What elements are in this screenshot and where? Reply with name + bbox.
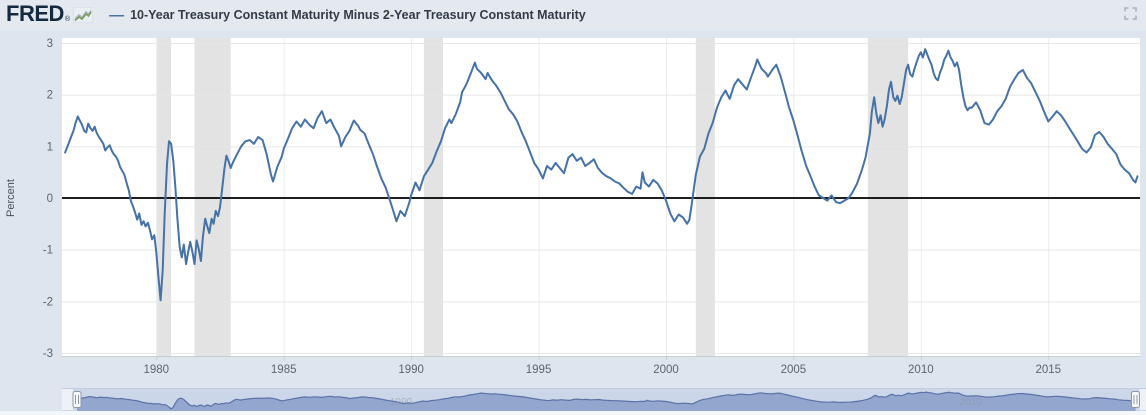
recession-band [194, 38, 231, 356]
x-tick-label: 1995 [526, 364, 552, 376]
fred-logo-text: FRED [6, 0, 64, 26]
y-axis-title: Percent [5, 179, 17, 217]
series-legend-line: — [109, 6, 125, 24]
graph-header: FRED ® — 10-Year Treasury Constant Matur… [0, 0, 1146, 30]
main-chart: 3 2 1 0 -1 -2 -3 1980 1985 1990 1995 2000 2005 2010 20… [5, 38, 1140, 376]
range-navigator: 1990 2010 [62, 388, 1146, 411]
y-tick-label: 1 [47, 141, 53, 153]
recession-band [156, 38, 172, 356]
y-tick-label: 2 [47, 90, 53, 102]
series-title: 10-Year Treasury Constant Maturity Minus… [130, 8, 586, 22]
y-tick-label: -1 [43, 245, 53, 257]
navigator-line [76, 391, 1136, 410]
y-tick-label: -3 [43, 348, 53, 360]
navigator-year-label: 2010 [960, 397, 983, 408]
y-tick-label: 0 [47, 193, 53, 205]
x-tick-label: 1985 [271, 364, 297, 376]
series-line [64, 48, 1139, 302]
navigator-year-label: 1990 [390, 397, 413, 408]
navigator-right-handle[interactable] [1130, 391, 1140, 408]
fred-logo[interactable]: FRED ® [6, 0, 94, 28]
x-tick-label: 2005 [781, 364, 807, 376]
footer-strip [0, 411, 1146, 415]
x-tick-label: 2010 [908, 364, 934, 376]
recession-band [423, 38, 443, 356]
registered-mark: ® [64, 15, 71, 23]
fred-sparkline-icon [72, 6, 94, 28]
x-tick-label: 2000 [653, 364, 679, 376]
recession-band [867, 38, 909, 356]
navigator-area [77, 392, 1136, 411]
y-tick-label: 3 [47, 38, 53, 50]
fullscreen-icon[interactable] [1122, 5, 1138, 21]
navigator-mask-left [62, 389, 74, 410]
x-tick-label: 1980 [143, 364, 169, 376]
x-tick-label: 2015 [1035, 364, 1061, 376]
recession-band [695, 38, 715, 356]
series-legend: — 10-Year Treasury Constant Maturity Min… [109, 6, 586, 24]
navigator-left-handle[interactable] [72, 391, 82, 408]
y-tick-label: -2 [43, 296, 53, 308]
plot-area[interactable] [62, 38, 1140, 356]
x-tick-label: 1990 [398, 364, 424, 376]
navigator-mask-right [1139, 389, 1146, 410]
